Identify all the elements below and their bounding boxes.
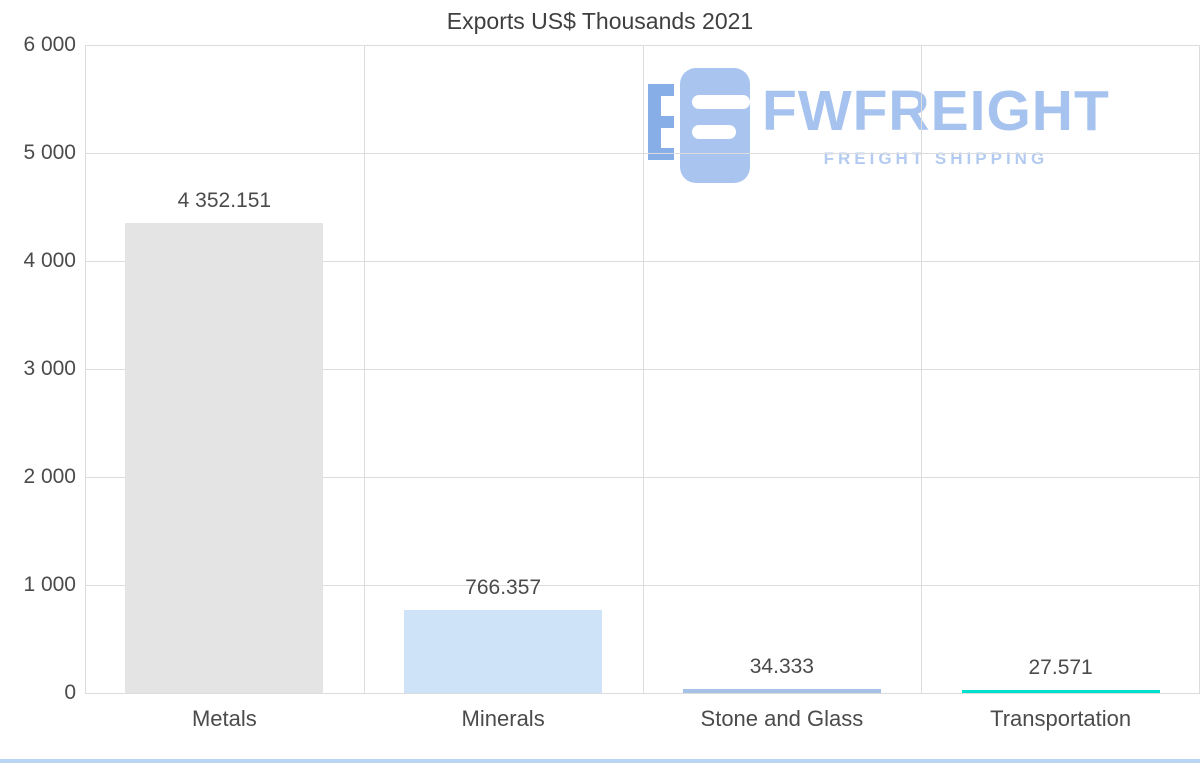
x-axis-category-label-minerals: Minerals xyxy=(461,706,545,731)
gridline-vertical xyxy=(642,45,644,693)
gridline-horizontal xyxy=(85,693,1200,694)
value-label-stone-and-glass: 34.333 xyxy=(749,655,814,679)
fwfreight-logo-icon xyxy=(648,68,750,183)
value-label-minerals: 766.357 xyxy=(465,576,542,600)
x-axis-category-label-transportation: Transportation xyxy=(990,706,1132,731)
y-axis-tick-label: 3 000 xyxy=(23,357,76,380)
y-axis-tick-label: 6 000 xyxy=(23,33,76,56)
bar-transportation xyxy=(961,690,1160,693)
brand-name: FWFREIGHT xyxy=(762,78,1110,143)
bar-stone-and-glass xyxy=(682,689,881,693)
plot-area: 4 352.151 766.357 34.333 27.571 xyxy=(85,45,1200,694)
bottom-border-line xyxy=(0,759,1200,763)
x-axis-category-label-metals: Metals xyxy=(191,706,257,731)
bar-metals xyxy=(125,222,324,693)
y-axis-tick-label: 2 000 xyxy=(23,465,76,488)
gridline-vertical xyxy=(85,45,86,693)
gridline-vertical xyxy=(921,45,923,693)
value-label-transportation: 27.571 xyxy=(1028,656,1093,679)
value-label-metals: 4 352.151 xyxy=(177,188,272,212)
chart-title: Exports US$ Thousands 2021 xyxy=(446,8,754,34)
y-axis-tick-label: 1 000 xyxy=(23,573,76,596)
y-axis-tick-label: 0 xyxy=(64,681,76,704)
y-axis-tick-label: 4 000 xyxy=(23,249,76,272)
gridline-vertical xyxy=(363,45,365,693)
bar-minerals xyxy=(404,610,603,693)
y-axis-tick-label: 5 000 xyxy=(23,141,76,164)
x-axis-category-label-stone-and-glass: Stone and Glass xyxy=(700,706,864,731)
